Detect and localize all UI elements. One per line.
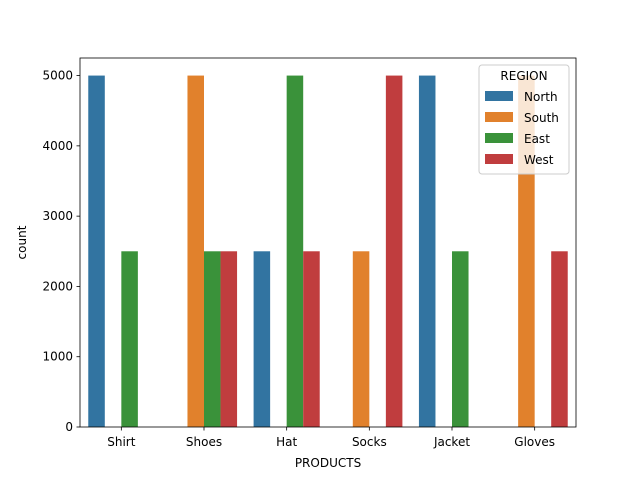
y-tick-label: 2000 [42, 279, 73, 293]
x-tick-label: Hat [276, 435, 297, 449]
legend-swatch-west [485, 154, 513, 164]
bar-east-shoes [204, 251, 221, 427]
bar-north-jacket [418, 75, 436, 428]
x-tick-label: Gloves [514, 435, 555, 449]
y-tick-label: 1000 [42, 350, 73, 364]
y-axis-label: count [15, 225, 29, 259]
bar-east-hat [286, 75, 304, 428]
legend-label-north: North [524, 90, 558, 104]
bar-east-shirt [121, 251, 138, 427]
bars-group [88, 75, 568, 428]
x-tick-label: Shoes [186, 435, 222, 449]
y-axis: 0 1000 2000 3000 4000 5000 [42, 69, 80, 434]
y-tick-label: 5000 [42, 69, 73, 83]
y-tick-label: 3000 [42, 209, 73, 223]
x-tick-label: Shirt [107, 435, 135, 449]
x-tick-label: Socks [352, 435, 387, 449]
legend-label-south: South [524, 111, 559, 125]
y-tick-label: 0 [65, 420, 73, 434]
y-tick-label: 4000 [42, 139, 73, 153]
x-tick-label: Jacket [433, 435, 470, 449]
legend-swatch-north [485, 91, 513, 101]
legend-title: REGION [500, 69, 547, 83]
bar-east-jacket [452, 251, 469, 427]
bar-north-hat [253, 251, 271, 427]
legend-swatch-south [485, 112, 513, 122]
bar-south-shoes [187, 75, 204, 428]
x-axis: Shirt Shoes Hat Socks Jacket Gloves [107, 427, 555, 449]
plot-frame [79, 57, 577, 428]
bar-north-shirt [88, 75, 105, 428]
bar-west-shoes [220, 251, 238, 427]
bar-west-hat [303, 251, 320, 427]
bar-south-socks [352, 251, 370, 427]
legend-swatch-east [485, 133, 513, 143]
bar-west-gloves [551, 251, 568, 427]
bar-west-socks [385, 75, 403, 428]
legend-label-east: East [524, 132, 550, 146]
x-axis-label: PRODUCTS [295, 456, 361, 470]
legend: REGION North South East West [478, 64, 570, 175]
legend-label-west: West [524, 153, 554, 167]
